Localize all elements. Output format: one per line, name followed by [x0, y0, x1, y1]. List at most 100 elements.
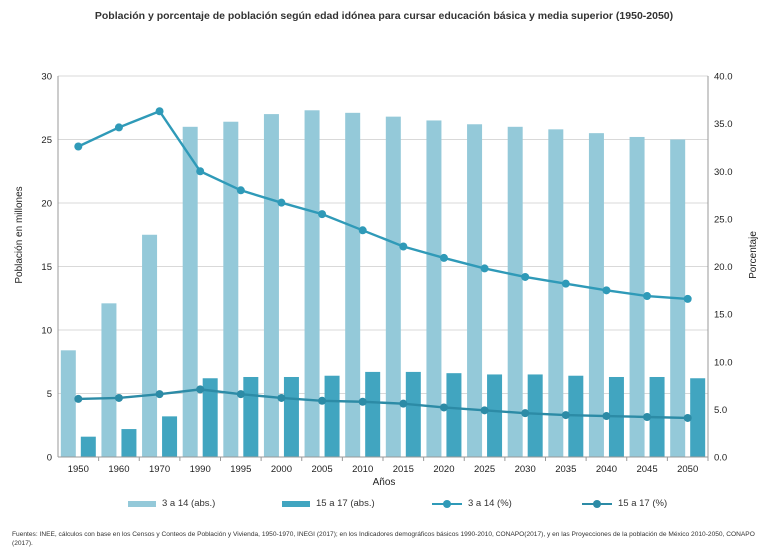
x-tick-label: 2010 — [352, 464, 373, 475]
legend-swatch — [432, 499, 462, 508]
x-tick-label: 1990 — [190, 464, 211, 475]
bar-pop-15-17 — [405, 371, 421, 457]
point-pct-15-17 — [561, 411, 570, 420]
x-tick-label: 2040 — [596, 464, 617, 475]
point-pct-15-17 — [602, 412, 611, 421]
bar-pop-15-17 — [283, 376, 299, 457]
point-pct-15-17 — [399, 399, 408, 408]
x-tick-label: 2050 — [677, 464, 698, 475]
point-pct-3-14 — [683, 294, 692, 303]
legend-item-3a14-abs: 3 a 14 (abs.) — [128, 498, 215, 509]
y2-tick-label: 5.0 — [714, 405, 727, 416]
y2-tick-label: 40.0 — [714, 72, 733, 83]
point-pct-15-17 — [521, 409, 530, 418]
line-pct-15-17 — [78, 388, 688, 420]
point-pct-3-14 — [318, 210, 327, 219]
chart-title: Población y porcentaje de población segú… — [94, 10, 674, 22]
x-tick-label: 2045 — [636, 464, 657, 475]
point-pct-15-17 — [480, 406, 489, 415]
x-tick-label: 2025 — [474, 464, 495, 475]
x-tick-label: 1970 — [149, 464, 170, 475]
y-tick-label: 0 — [47, 453, 52, 464]
point-pct-3-14 — [561, 279, 570, 288]
y-tick-label: 30 — [41, 72, 52, 83]
legend-label: 3 a 14 (abs.) — [162, 498, 216, 509]
legend-swatch — [282, 500, 310, 507]
y2-tick-label: 0.0 — [714, 453, 727, 464]
point-pct-3-14 — [236, 186, 245, 195]
legend-label: 3 a 14 (%) — [468, 498, 512, 509]
legend-item-15a17-abs: 15 a 17 (abs.) — [282, 498, 375, 509]
y2-tick-label: 20.0 — [714, 262, 733, 273]
y-tick-label: 20 — [41, 199, 52, 210]
point-pct-15-17 — [643, 412, 652, 421]
line-pct-3-14 — [77, 109, 688, 301]
y2-tick-label: 35.0 — [714, 119, 733, 130]
legend-label: 15 a 17 (%) — [618, 498, 668, 509]
y2-tick-label: 10.0 — [714, 357, 733, 368]
bar-pop-3-14 — [304, 110, 320, 457]
bar-pop-15-17 — [162, 416, 178, 457]
bar-pop-3-14 — [588, 133, 604, 457]
x-axis-label: Años — [373, 477, 396, 488]
point-pct-3-14 — [602, 286, 611, 295]
point-pct-3-14 — [439, 253, 448, 262]
point-pct-3-14 — [399, 242, 408, 251]
point-pct-15-17 — [318, 396, 327, 405]
bar-pop-15-17 — [487, 374, 503, 457]
point-pct-15-17 — [439, 403, 448, 412]
bar-pop-3-14 — [223, 121, 239, 457]
x-tick-label: 1995 — [230, 464, 251, 475]
bar-pop-3-14 — [629, 136, 645, 457]
legend-item-3a14-pct: 3 a 14 (%) — [432, 498, 512, 509]
point-pct-3-14 — [196, 167, 205, 176]
point-pct-3-14 — [74, 142, 83, 151]
point-pct-3-14 — [277, 198, 286, 207]
point-pct-3-14 — [521, 272, 530, 281]
y-tick-label: 15 — [41, 262, 52, 273]
bar-pop-15-17 — [365, 371, 381, 457]
legend-swatch — [582, 499, 612, 508]
point-pct-3-14 — [155, 107, 164, 116]
bar-pop-15-17 — [202, 378, 218, 457]
bar-pop-15-17 — [527, 374, 543, 457]
point-pct-3-14 — [358, 226, 367, 235]
bar-pop-3-14 — [345, 112, 361, 457]
bar-pop-15-17 — [121, 429, 137, 457]
y2-tick-label: 25.0 — [714, 214, 733, 225]
axes: 0510152025300.05.010.015.020.025.030.035… — [41, 72, 732, 476]
bar-pop-3-14 — [182, 126, 198, 458]
bar-pop-3-14 — [426, 120, 442, 457]
y2-tick-label: 30.0 — [714, 167, 733, 178]
legend-item-15a17-pct: 15 a 17 (%) — [582, 498, 667, 509]
y2-tick-label: 15.0 — [714, 310, 733, 321]
point-pct-15-17 — [683, 413, 692, 422]
x-tick-label: 2030 — [515, 464, 536, 475]
point-pct-15-17 — [277, 393, 286, 402]
y2-axis-label: Porcentaje — [748, 231, 759, 279]
x-tick-label: 2015 — [393, 464, 414, 475]
bar-pop-3-14 — [263, 114, 279, 457]
point-pct-3-14 — [114, 123, 123, 132]
bar-pop-3-14 — [548, 129, 564, 457]
source-note: Fuentes: INEE, cálculos con base en los … — [12, 531, 755, 547]
bar-pop-15-17 — [243, 376, 259, 457]
point-pct-15-17 — [236, 390, 245, 399]
x-tick-label: 1950 — [68, 464, 89, 475]
bar-pop-15-17 — [80, 436, 96, 457]
legend-label: 15 a 17 (abs.) — [316, 498, 375, 509]
y-axis-label: Población en millones — [14, 186, 25, 283]
bar-pop-3-14 — [507, 126, 523, 458]
point-pct-15-17 — [74, 394, 83, 403]
bar-pop-3-14 — [467, 124, 483, 457]
bar-series — [60, 110, 706, 458]
bar-pop-15-17 — [324, 375, 340, 457]
point-pct-15-17 — [114, 393, 123, 402]
y-tick-label: 5 — [47, 389, 52, 400]
bar-pop-3-14 — [142, 234, 158, 457]
point-pct-15-17 — [358, 397, 367, 406]
x-tick-label: 2020 — [433, 464, 454, 475]
bar-pop-15-17 — [446, 373, 462, 457]
point-pct-3-14 — [643, 292, 652, 301]
bar-pop-3-14 — [60, 350, 76, 457]
